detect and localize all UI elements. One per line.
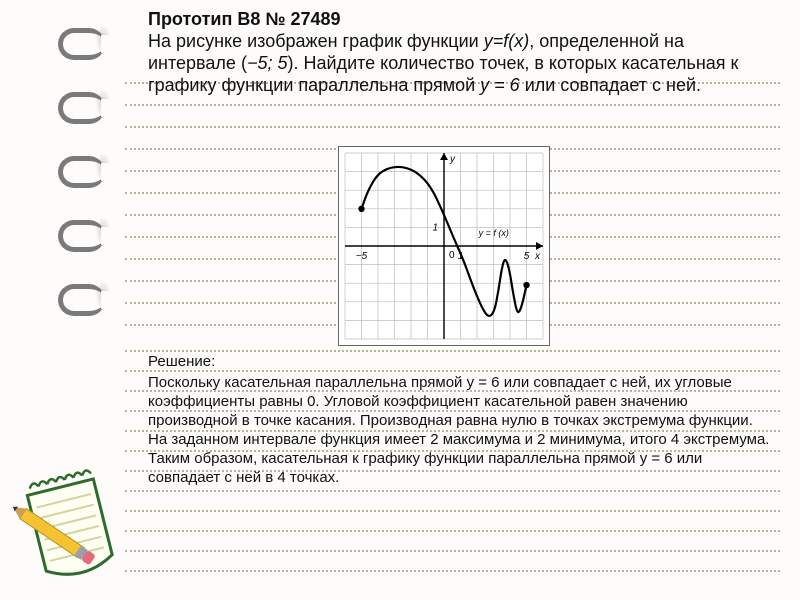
- svg-text:0: 0: [449, 250, 455, 261]
- p-interval: −5; 5: [247, 53, 288, 73]
- svg-text:5: 5: [524, 251, 530, 262]
- p-eq: y = 6: [480, 75, 520, 95]
- title-prefix: Прототип B8 №: [148, 9, 290, 29]
- svg-text:y = f (x): y = f (x): [478, 228, 509, 238]
- page: Прототип B8 № 27489 На рисунке изображен…: [0, 0, 800, 600]
- svg-text:y: y: [449, 154, 456, 165]
- svg-text:−5: −5: [356, 251, 368, 262]
- p-fx: y=f(x): [484, 31, 530, 51]
- p-text-1: На рисунке изображен график функции: [148, 31, 484, 51]
- title-number: 27489: [290, 9, 340, 29]
- p-text-4: или совпадает с ней.: [520, 75, 701, 95]
- solution-heading: Решение:: [148, 352, 772, 371]
- chart-svg: 15−510xyy = f (x): [339, 147, 549, 345]
- function-graph: 15−510xyy = f (x): [338, 146, 550, 346]
- content-area: Прототип B8 № 27489 На рисунке изображен…: [148, 8, 772, 592]
- problem-statement: На рисунке изображен график функции y=f(…: [148, 30, 772, 96]
- solution-body: Поскольку касательная параллельна прямой…: [148, 373, 772, 487]
- svg-text:1: 1: [432, 222, 438, 233]
- svg-text:1: 1: [458, 251, 464, 262]
- problem-title: Прототип B8 № 27489: [148, 8, 772, 30]
- solution: Решение: Поскольку касательная параллель…: [148, 352, 772, 487]
- notepad-icon: [10, 466, 130, 586]
- svg-text:x: x: [534, 251, 541, 262]
